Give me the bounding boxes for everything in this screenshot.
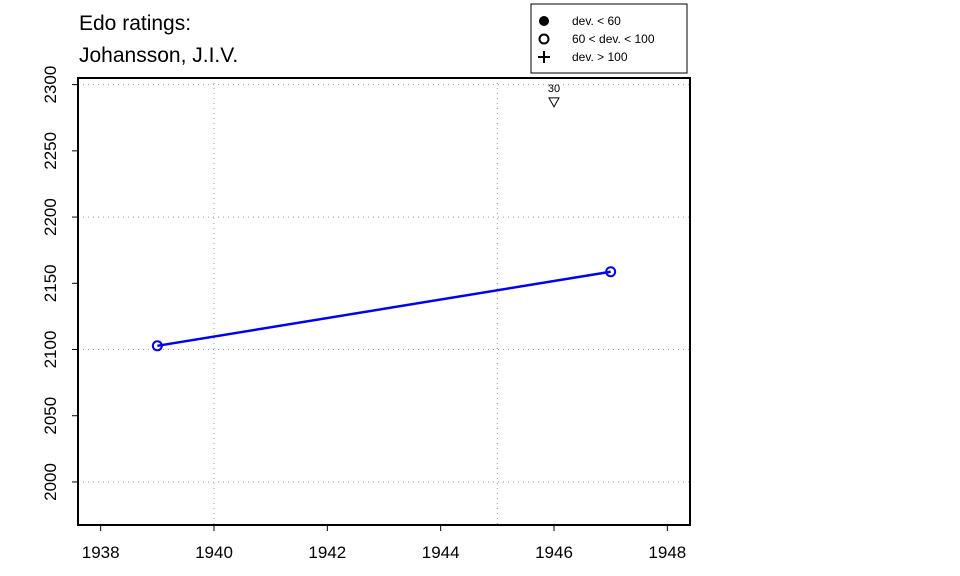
x-tick-label: 1944 <box>422 543 460 562</box>
y-tick-label: 2100 <box>41 331 60 369</box>
marker <box>605 266 617 278</box>
plot-frame <box>77 77 691 526</box>
chart-title: Edo ratings: <box>79 12 191 35</box>
annotation-marker <box>548 97 560 108</box>
x-tick-label: 1942 <box>308 543 346 562</box>
y-tick-label: 2250 <box>41 132 60 170</box>
series-line <box>157 270 611 348</box>
legend-label: dev. > 100 <box>572 50 628 64</box>
legend-box <box>530 3 688 74</box>
chart-subtitle: Johansson, J.I.V. <box>79 44 238 67</box>
legend-symbol <box>539 16 549 26</box>
y-tick-label: 2150 <box>41 264 60 302</box>
annotation-label: 30 <box>548 83 560 95</box>
x-tick-label: 1946 <box>535 543 573 562</box>
legend-symbol <box>538 51 550 63</box>
x-tick-label: 1938 <box>82 543 120 562</box>
legend-label: dev. < 60 <box>572 14 621 28</box>
y-tick-label: 2300 <box>41 66 60 104</box>
x-tick-label: 1948 <box>648 543 686 562</box>
x-tick-label: 1940 <box>195 543 233 562</box>
y-tick-label: 2200 <box>41 198 60 236</box>
legend-label: 60 < dev. < 100 <box>572 32 655 46</box>
y-tick-label: 2050 <box>41 397 60 435</box>
marker <box>151 340 163 352</box>
y-tick-label: 2000 <box>41 463 60 501</box>
legend-symbol <box>538 33 550 45</box>
